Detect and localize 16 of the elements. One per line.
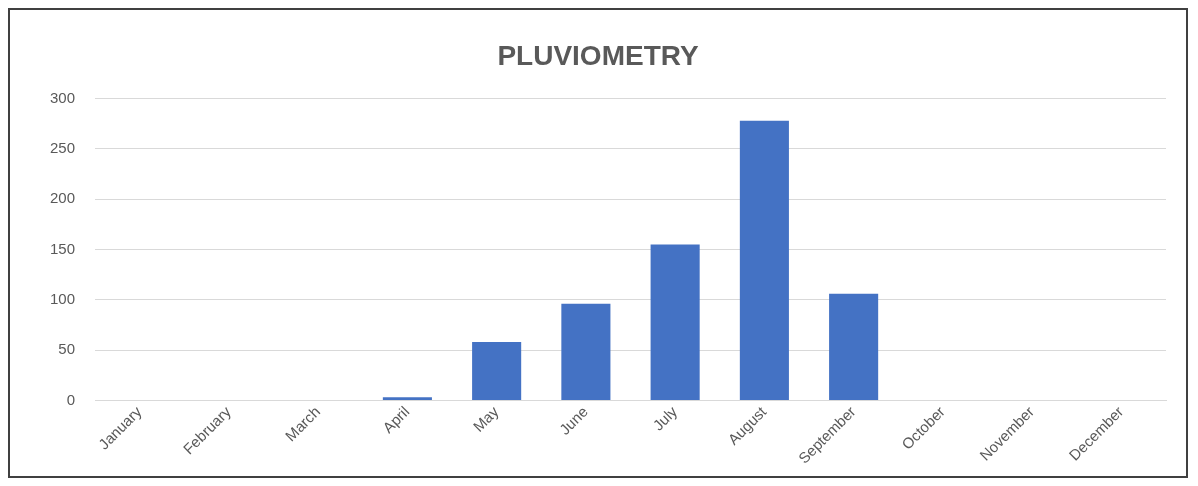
bar	[739, 120, 789, 400]
bar	[829, 293, 879, 400]
y-tick-label: 300	[50, 88, 76, 106]
y-tick-label: 0	[66, 390, 76, 408]
y-tick-label: 100	[50, 289, 76, 307]
y-tick-label: 200	[50, 189, 76, 207]
bar	[472, 342, 522, 400]
x-tick-label: May	[469, 402, 503, 435]
bar	[382, 397, 432, 400]
chart-title: PLUVIOMETRY	[497, 39, 699, 71]
x-tick-label: July	[649, 402, 681, 434]
y-tick-label: 150	[50, 239, 76, 257]
bar	[650, 244, 700, 400]
y-tick-label: 50	[58, 340, 76, 358]
y-tick-label: 250	[50, 139, 76, 157]
bar	[561, 303, 611, 400]
